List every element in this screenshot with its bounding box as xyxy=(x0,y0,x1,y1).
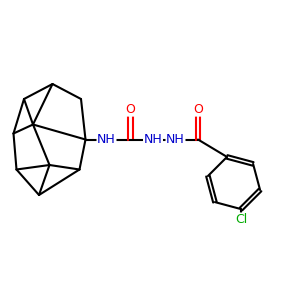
Text: NH: NH xyxy=(144,133,162,146)
Text: NH: NH xyxy=(97,133,116,146)
Text: NH: NH xyxy=(166,133,185,146)
Text: O: O xyxy=(193,103,203,116)
Text: O: O xyxy=(126,103,135,116)
Text: Cl: Cl xyxy=(235,213,247,226)
